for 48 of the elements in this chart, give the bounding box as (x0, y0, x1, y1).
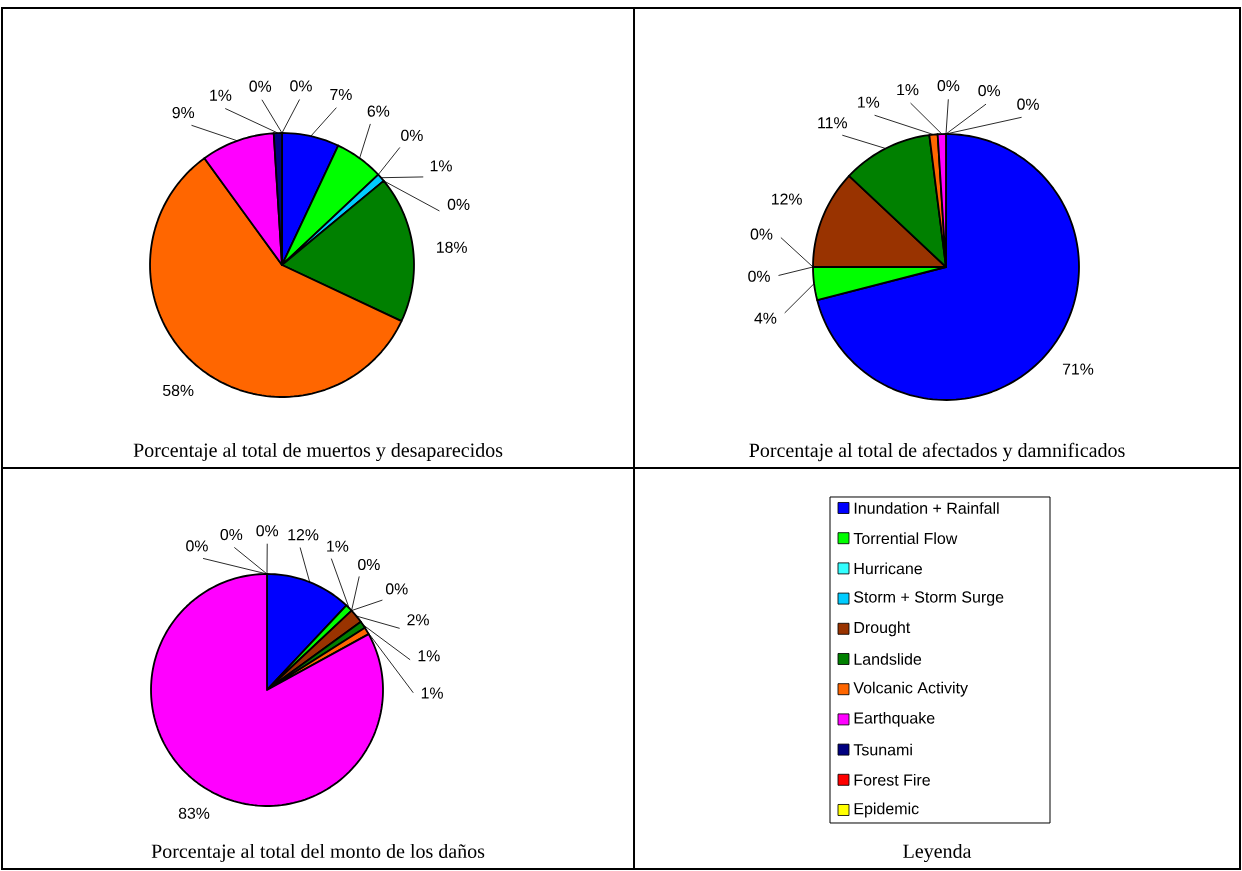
text: 0% (385, 583, 408, 595)
data-label: 9% (172, 106, 195, 119)
legend-label: Epidemic (854, 802, 919, 818)
text: 0% (447, 198, 470, 210)
text: 0% (358, 558, 380, 571)
text: 0% (186, 540, 208, 552)
legend-label: Tsunami (853, 743, 912, 756)
data-label: 71% (1062, 363, 1094, 375)
data-label: 1% (210, 89, 232, 101)
data-label: 1% (418, 650, 440, 662)
text: 0% (748, 270, 770, 282)
data-label: 1% (327, 540, 349, 552)
text: 0% (290, 80, 312, 92)
text: Porcentaje al total de afectados y damnificados (749, 442, 1125, 462)
data-label: 1% (858, 96, 880, 108)
text: 0% (750, 228, 773, 240)
data-label: 12% (772, 193, 802, 205)
data-label: 7% (330, 88, 352, 100)
legend-label: Volcanic Activity (853, 681, 968, 697)
text: 0% (220, 528, 243, 541)
legend-label: Storm + Storm Surge (854, 591, 1004, 606)
data-label: 1% (897, 84, 919, 96)
data-label: 83% (178, 807, 210, 819)
legend-label: Drought (854, 621, 911, 637)
legend-title: Leyenda (903, 843, 972, 863)
data-label: 6% (367, 105, 390, 117)
legend-label: Forest Fire (854, 773, 930, 786)
text: Porcentaje al total del monto de los daños (151, 843, 485, 863)
text: 0% (256, 525, 279, 537)
data-label: 18% (437, 241, 467, 253)
data-label: 12% (288, 529, 319, 541)
data-label: 2% (407, 614, 429, 626)
text: 0% (249, 80, 272, 92)
data-label: 58% (162, 384, 194, 396)
legend-label: Earthquake (854, 711, 935, 727)
text: Porcentaje al total de muertos y desaparecidos (133, 442, 503, 462)
legend-label: Torrential Flow (853, 532, 958, 545)
data-label: 11% (818, 117, 847, 129)
text: 0% (978, 85, 1001, 97)
legend-label: Landslide (854, 653, 922, 665)
text: 0% (401, 129, 423, 141)
legend-label: Inundation + Rainfall (854, 502, 999, 514)
text: 0% (937, 80, 960, 92)
data-label: 1% (430, 160, 452, 172)
data-label: 1% (421, 687, 443, 699)
text: 0% (1017, 98, 1039, 110)
data-label: 4% (754, 312, 777, 324)
legend-label: Hurricane (854, 562, 922, 575)
